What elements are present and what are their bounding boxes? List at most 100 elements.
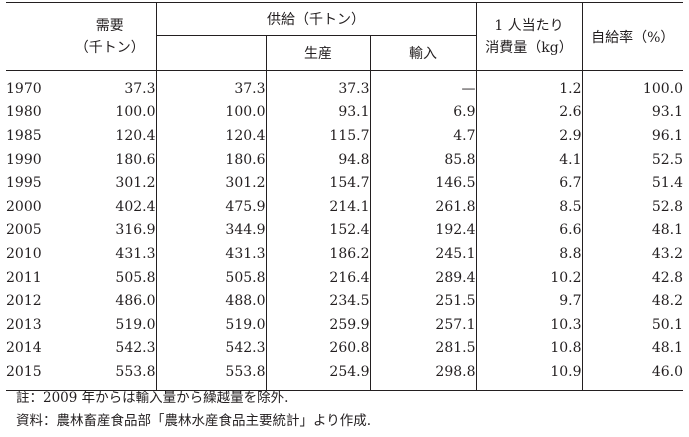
year-cell: 1985 (6, 127, 42, 144)
self-sufficiency-cell: 93.1 (581, 100, 683, 125)
self-sufficiency-cell: 51.4 (581, 171, 683, 195)
per-capita-cell: 4.1 (475, 147, 582, 172)
self-sufficiency-cell: 43.2 (581, 242, 683, 266)
source-line: 資料：農林畜産食品部「農林水産食品主要統計」より作成. (16, 413, 372, 429)
demand-cell: 120.4 (115, 127, 156, 144)
demand-cell: 180.6 (115, 151, 156, 168)
production-cell: 37.3 (265, 70, 370, 101)
per-capita-header-line1: 1 人当たり (494, 17, 564, 34)
production-cell: 259.9 (265, 312, 370, 337)
self-sufficiency-cell: 42.8 (581, 265, 683, 290)
year-cell: 2011 (6, 269, 42, 286)
production-cell: 154.7 (265, 171, 370, 195)
import-cell: 281.5 (369, 336, 476, 361)
supply-header: 供給（千トン） (155, 2, 476, 36)
production-cell: 254.9 (265, 360, 370, 391)
import-cell: 4.7 (369, 124, 476, 148)
supply-cell: 180.6 (155, 147, 266, 172)
year-cell: 2005 (6, 222, 42, 239)
table-row: 2014 542.3 542.3 260.8 281.5 10.8 48.1 (6, 336, 683, 361)
supply-cell: 519.0 (155, 312, 266, 337)
demand-cell: 402.4 (115, 198, 156, 215)
demand-cell: 301.2 (115, 175, 156, 192)
per-capita-cell: 8.8 (475, 242, 582, 266)
year-header-cell (6, 2, 64, 71)
per-capita-header-line2: 消費量（kg） (485, 39, 573, 56)
import-cell: 245.1 (369, 242, 476, 266)
year-cell: 2013 (6, 316, 42, 333)
self-sufficiency-cell: 52.5 (581, 147, 683, 172)
import-cell: 146.5 (369, 171, 476, 195)
per-capita-cell: 10.8 (475, 336, 582, 361)
year-cell: 1980 (6, 104, 42, 121)
demand-cell: 542.3 (115, 340, 156, 357)
per-capita-cell: 1.2 (475, 70, 582, 101)
year-cell: 2010 (6, 245, 42, 262)
production-cell: 115.7 (265, 124, 370, 148)
demand-cell: 316.9 (115, 222, 156, 239)
per-capita-cell: 8.5 (475, 194, 582, 219)
table-row: 2013 519.0 519.0 259.9 257.1 10.3 50.1 (6, 312, 683, 337)
self-sufficiency-header: 自給率（%） (581, 2, 683, 71)
self-sufficiency-cell: 52.8 (581, 194, 683, 219)
self-sufficiency-cell: 48.2 (581, 289, 683, 313)
year-cell: 1990 (6, 151, 42, 168)
production-cell: 152.4 (265, 218, 370, 243)
production-header: 生産 (265, 35, 370, 71)
production-cell: 216.4 (265, 265, 370, 290)
production-cell: 94.8 (265, 147, 370, 172)
production-cell: 93.1 (265, 100, 370, 125)
demand-cell: 505.8 (115, 269, 156, 286)
supply-cell: 505.8 (155, 265, 266, 290)
import-cell: 6.9 (369, 100, 476, 125)
supply-cell: 120.4 (155, 124, 266, 148)
supply-cell: 488.0 (155, 289, 266, 313)
per-capita-cell: 9.7 (475, 289, 582, 313)
production-cell: 260.8 (265, 336, 370, 361)
self-sufficiency-cell: 100.0 (581, 70, 683, 101)
table-row: 1970 37.3 37.3 37.3—1.2 100.0 (6, 70, 683, 101)
table-row: 2015 553.8 553.8 254.9 298.8 10.9 46.0 (6, 360, 683, 391)
per-capita-cell: 2.6 (475, 100, 582, 125)
table-row: 2011 505.8 505.8 216.4 289.4 10.2 42.8 (6, 265, 683, 290)
table-row: 1980 100.0 100.0 93.1 6.9 2.6 93.1 (6, 100, 683, 125)
per-capita-cell: 10.2 (475, 265, 582, 290)
table-row: 2010 431.3 431.3 186.2 245.1 8.8 43.2 (6, 242, 683, 266)
demand-header-line2: （千トン） (74, 39, 145, 56)
table-body: 1970 37.3 37.3 37.3—1.2 100.0 1980 100.0 100.0 9… (6, 70, 683, 391)
per-capita-cell: 2.9 (475, 124, 582, 148)
demand-cell: 486.0 (115, 293, 156, 310)
demand-cell: 519.0 (115, 316, 156, 333)
year-cell: 2000 (6, 198, 42, 215)
demand-cell: 100.0 (115, 104, 156, 121)
demand-cell: 431.3 (115, 245, 156, 262)
import-cell: 192.4 (369, 218, 476, 243)
import-cell: 298.8 (369, 360, 476, 391)
table-row: 1985 120.4 120.4 115.7 4.7 2.9 96.1 (6, 124, 683, 148)
self-sufficiency-cell: 50.1 (581, 312, 683, 337)
per-capita-cell: 6.6 (475, 218, 582, 243)
year-cell: 1970 (6, 80, 42, 97)
note-line: 註：2009 年からは輸入量から繰越量を除外. (16, 390, 289, 406)
import-cell: 257.1 (369, 312, 476, 337)
per-capita-header: 1 人当たり 消費量（kg） (475, 2, 582, 71)
supply-cell: 344.9 (155, 218, 266, 243)
import-cell: 85.8 (369, 147, 476, 172)
production-cell: 214.1 (265, 194, 370, 219)
year-cell: 1995 (6, 175, 42, 192)
year-cell: 2012 (6, 293, 42, 310)
demand-cell: 553.8 (64, 360, 156, 391)
supply-total-subheader (155, 35, 266, 71)
import-cell: 251.5 (369, 289, 476, 313)
table-row: 2012 486.0 488.0 234.5 251.5 9.7 48.2 (6, 289, 683, 313)
demand-header-line1: 需要 (95, 17, 124, 34)
self-sufficiency-cell: 96.1 (581, 124, 683, 148)
supply-cell: 301.2 (155, 171, 266, 195)
production-cell: 234.5 (265, 289, 370, 313)
supply-cell: 37.3 (155, 70, 266, 101)
table-row: 1990 180.6 180.6 94.8 85.8 4.1 52.5 (6, 147, 683, 172)
footnotes: 註：2009 年からは輸入量から繰越量を除外. 資料：農林畜産食品部「農林水産食… (16, 387, 371, 433)
import-cell: — (369, 70, 476, 101)
per-capita-cell: 10.9 (475, 360, 582, 391)
